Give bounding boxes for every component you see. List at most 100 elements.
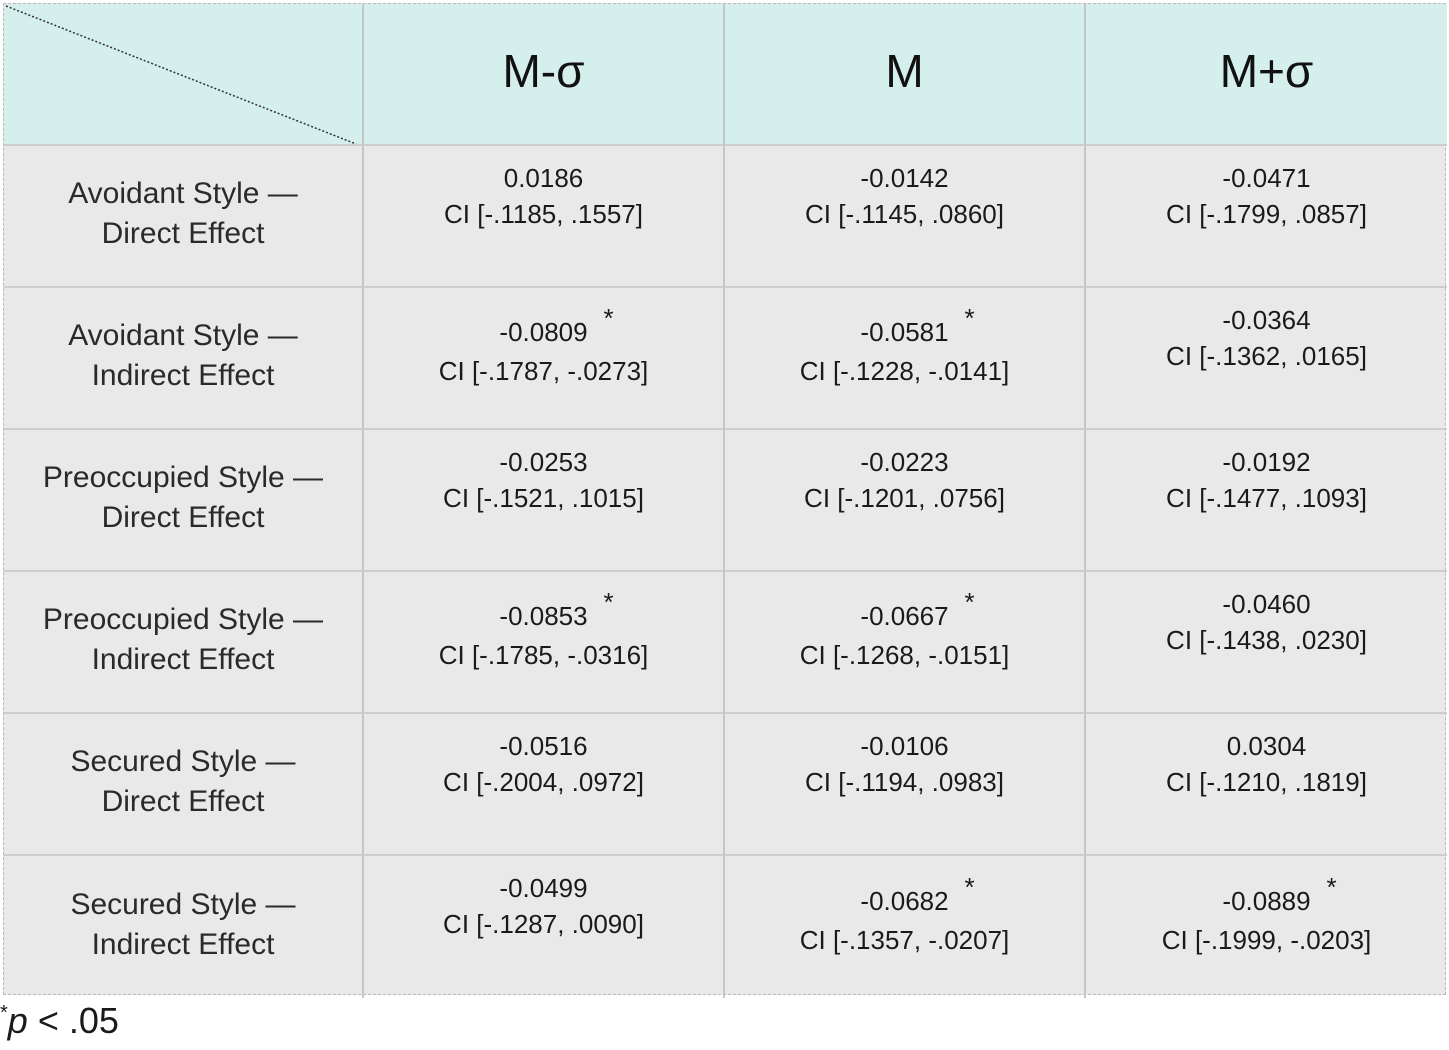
table-cell: -0.0809 * CI [-.1787, -.0273] xyxy=(364,288,725,430)
column-header-m: M xyxy=(725,4,1086,146)
confidence-interval: CI [-.1357, -.0207] xyxy=(799,925,1010,955)
row-label-line1: Avoidant Style — xyxy=(68,177,298,210)
effect-value-text: -0.0223 xyxy=(860,447,949,477)
significance-star: * xyxy=(964,587,975,617)
row-label: Avoidant Style — Direct Effect xyxy=(4,146,364,288)
row-label: Avoidant Style — Indirect Effect xyxy=(4,288,364,430)
row-label-line2: Direct Effect xyxy=(101,217,265,250)
effect-value-text: -0.0516 xyxy=(499,731,588,761)
confidence-interval: CI [-.1438, .0230] xyxy=(1166,625,1367,655)
effect-value: -0.0682 * xyxy=(860,872,974,921)
confidence-interval: CI [-.1194, .0983] xyxy=(805,767,1004,797)
confidence-interval: CI [-.1268, -.0151] xyxy=(799,640,1010,670)
effect-value: -0.0853 * xyxy=(499,587,613,636)
table-cell: -0.0853 * CI [-.1785, -.0316] xyxy=(364,572,725,714)
confidence-interval: CI [-.1787, -.0273] xyxy=(438,356,649,386)
effect-value-text: -0.0682 xyxy=(860,886,949,916)
confidence-interval: CI [-.1185, .1557] xyxy=(444,199,643,229)
confidence-interval: CI [-.1477, .1093] xyxy=(1166,483,1367,513)
effect-value: -0.0809 * xyxy=(499,303,613,352)
effect-value: -0.0192 xyxy=(1222,444,1310,480)
table-cell: -0.0253 CI [-.1521, .1015] xyxy=(364,430,725,572)
row-label: Preoccupied Style — Indirect Effect xyxy=(4,572,364,714)
column-header-m-minus-sigma: M-σ xyxy=(364,4,725,146)
confidence-interval: CI [-.1785, -.0316] xyxy=(438,640,649,670)
significance-star: * xyxy=(964,303,975,333)
confidence-interval: CI [-.1362, .0165] xyxy=(1166,341,1367,371)
row-label: Secured Style — Indirect Effect xyxy=(4,856,364,998)
table-cell: -0.0667 * CI [-.1268, -.0151] xyxy=(725,572,1086,714)
effect-value-text: -0.0667 xyxy=(860,601,949,631)
significance-star: * xyxy=(964,872,975,902)
results-table: M-σ M M+σ Avoidant Style — Direct Effect 0… xyxy=(3,3,1447,998)
effect-value: 0.0186 xyxy=(504,160,584,196)
effect-value: -0.0667 * xyxy=(860,587,974,636)
table-cell: -0.0516 CI [-.2004, .0972] xyxy=(364,714,725,856)
row-label-line2: Indirect Effect xyxy=(91,928,275,961)
effect-value: -0.0106 xyxy=(860,728,948,764)
effect-value: -0.0223 xyxy=(860,444,948,480)
row-label-line2: Direct Effect xyxy=(101,785,265,818)
row-label-line2: Indirect Effect xyxy=(91,359,275,392)
effect-value-text: -0.0889 xyxy=(1222,886,1311,916)
significance-star: * xyxy=(603,587,614,617)
table-cell: -0.0364 CI [-.1362, .0165] xyxy=(1086,288,1447,430)
effect-value: -0.0142 xyxy=(860,160,948,196)
significance-star: * xyxy=(603,303,614,333)
confidence-interval: CI [-.1145, .0860] xyxy=(805,199,1004,229)
effect-value: -0.0516 xyxy=(499,728,587,764)
effect-value-text: 0.0186 xyxy=(503,163,584,193)
table-cell: -0.0106 CI [-.1194, .0983] xyxy=(725,714,1086,856)
confidence-interval: CI [-.1210, .1819] xyxy=(1166,767,1367,797)
effect-value-text: -0.0809 xyxy=(499,317,588,347)
table-cell: -0.0471 CI [-.1799, .0857] xyxy=(1086,146,1447,288)
table-cell: -0.0223 CI [-.1201, .0756] xyxy=(725,430,1086,572)
effect-value-text: -0.0471 xyxy=(1222,163,1311,193)
effect-value: 0.0304 xyxy=(1227,728,1307,764)
footnote-star: * xyxy=(0,1002,8,1024)
confidence-interval: CI [-.1228, -.0141] xyxy=(799,356,1010,386)
confidence-interval: CI [-.2004, .0972] xyxy=(443,767,644,797)
confidence-interval: CI [-.1521, .1015] xyxy=(443,483,644,513)
confidence-interval: CI [-.1799, .0857] xyxy=(1166,199,1367,229)
effect-value: -0.0253 xyxy=(499,444,587,480)
table-cell: -0.0192 CI [-.1477, .1093] xyxy=(1086,430,1447,572)
row-label-line1: Avoidant Style — xyxy=(68,319,298,352)
diagonal-divider xyxy=(5,5,357,144)
table-cell: -0.0581 * CI [-.1228, -.0141] xyxy=(725,288,1086,430)
table-cell: -0.0889 * CI [-.1999, -.0203] xyxy=(1086,856,1447,998)
effect-value: -0.0364 xyxy=(1222,302,1310,338)
table-cell: -0.0499 CI [-.1287, .0090] xyxy=(364,856,725,998)
footnote: *p < .05 xyxy=(0,1000,119,1042)
confidence-interval: CI [-.1287, .0090] xyxy=(443,909,644,939)
effect-value-text: -0.0253 xyxy=(499,447,588,477)
row-label-line1: Secured Style — xyxy=(70,888,296,921)
confidence-interval: CI [-.1999, -.0203] xyxy=(1161,925,1372,955)
effect-value-text: -0.0460 xyxy=(1222,589,1311,619)
table-cell: 0.0304 CI [-.1210, .1819] xyxy=(1086,714,1447,856)
row-label-line1: Preoccupied Style — xyxy=(42,603,324,636)
table-cell: 0.0186 CI [-.1185, .1557] xyxy=(364,146,725,288)
significance-star: * xyxy=(1326,872,1337,902)
row-label-line2: Direct Effect xyxy=(101,501,265,534)
row-label: Secured Style — Direct Effect xyxy=(4,714,364,856)
effect-value-text: -0.0499 xyxy=(499,873,588,903)
effect-value: -0.0581 * xyxy=(860,303,974,352)
effect-value-text: -0.0853 xyxy=(499,601,588,631)
effect-value-text: -0.0192 xyxy=(1222,447,1311,477)
effect-value-text: -0.0142 xyxy=(860,163,949,193)
confidence-interval: CI [-.1201, .0756] xyxy=(804,483,1005,513)
effect-value-text: -0.0106 xyxy=(860,731,949,761)
column-header-m-plus-sigma: M+σ xyxy=(1086,4,1447,146)
row-label-line2: Indirect Effect xyxy=(91,643,275,676)
effect-value-text: -0.0364 xyxy=(1222,305,1311,335)
footnote-p: p xyxy=(7,1000,28,1041)
effect-value-text: 0.0304 xyxy=(1226,731,1307,761)
effect-value: -0.0889 * xyxy=(1222,872,1336,921)
row-label-line1: Preoccupied Style — xyxy=(42,461,324,494)
row-label: Preoccupied Style — Direct Effect xyxy=(4,430,364,572)
table-cell: -0.0682 * CI [-.1357, -.0207] xyxy=(725,856,1086,998)
effect-value: -0.0499 xyxy=(499,870,587,906)
effect-value: -0.0460 xyxy=(1222,586,1310,622)
table-cell: -0.0460 CI [-.1438, .0230] xyxy=(1086,572,1447,714)
